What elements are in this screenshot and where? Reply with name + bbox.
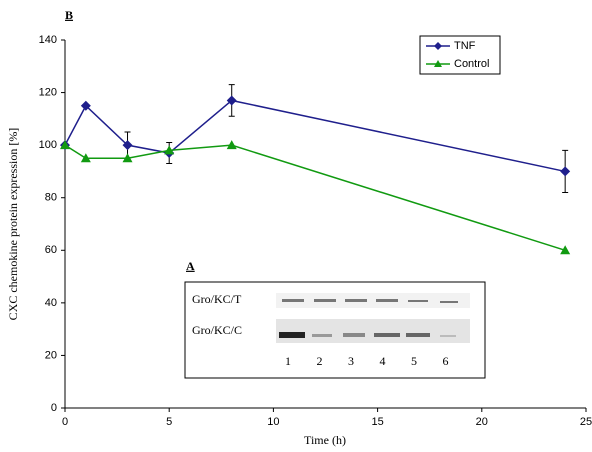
marker bbox=[164, 145, 175, 155]
marker bbox=[560, 166, 571, 177]
x-tick-label: 25 bbox=[580, 416, 592, 428]
lane-label: 6 bbox=[443, 354, 449, 368]
x-tick-label: 15 bbox=[371, 416, 383, 428]
lane-label: 4 bbox=[380, 354, 386, 368]
marker bbox=[80, 100, 91, 111]
x-tick-label: 5 bbox=[166, 416, 172, 428]
legend-label: Control bbox=[454, 58, 489, 70]
y-tick-label: 20 bbox=[45, 349, 57, 361]
row-label: Gro/KC/C bbox=[192, 323, 242, 337]
lane-label: 3 bbox=[348, 354, 354, 368]
blot-bands bbox=[279, 332, 456, 338]
lane-label: 1 bbox=[285, 354, 291, 368]
legend-label: TNF bbox=[454, 40, 476, 52]
y-axis-title: CXC chemokine protein expression [%] bbox=[6, 128, 20, 321]
series-line bbox=[64, 99, 566, 173]
marker bbox=[60, 140, 70, 150]
y-tick-label: 120 bbox=[39, 86, 57, 98]
y-tick-label: 60 bbox=[45, 244, 57, 256]
inset: A Gro/KC/T Gro/KC/C bbox=[184, 259, 486, 379]
legend bbox=[419, 35, 501, 75]
blot-strip bbox=[276, 319, 470, 343]
lane-label: 2 bbox=[317, 354, 323, 368]
panel-label: B bbox=[65, 8, 73, 22]
y-tick-label: 0 bbox=[51, 402, 57, 414]
x-axis-title: Time (h) bbox=[304, 433, 346, 447]
inset-label: A bbox=[186, 259, 195, 273]
legend-marker bbox=[434, 42, 442, 50]
x-tick-label: 0 bbox=[62, 416, 68, 428]
row-label: Gro/KC/T bbox=[192, 292, 242, 306]
x-tick-label: 10 bbox=[267, 416, 279, 428]
marker bbox=[80, 153, 91, 163]
y-tick-label: 140 bbox=[39, 34, 57, 46]
marker bbox=[122, 153, 133, 163]
y-tick-label: 100 bbox=[39, 139, 57, 151]
lane-label: 5 bbox=[411, 354, 417, 368]
series-line bbox=[64, 144, 566, 252]
marker bbox=[226, 140, 237, 150]
marker bbox=[560, 245, 571, 255]
marker bbox=[226, 95, 237, 106]
x-tick-label: 20 bbox=[476, 416, 488, 428]
y-tick-label: 40 bbox=[45, 297, 57, 309]
blot-bands bbox=[282, 299, 458, 303]
y-tick-label: 80 bbox=[45, 192, 57, 204]
legend-marker bbox=[434, 60, 442, 67]
blot-strip bbox=[276, 293, 470, 308]
marker bbox=[122, 140, 133, 151]
